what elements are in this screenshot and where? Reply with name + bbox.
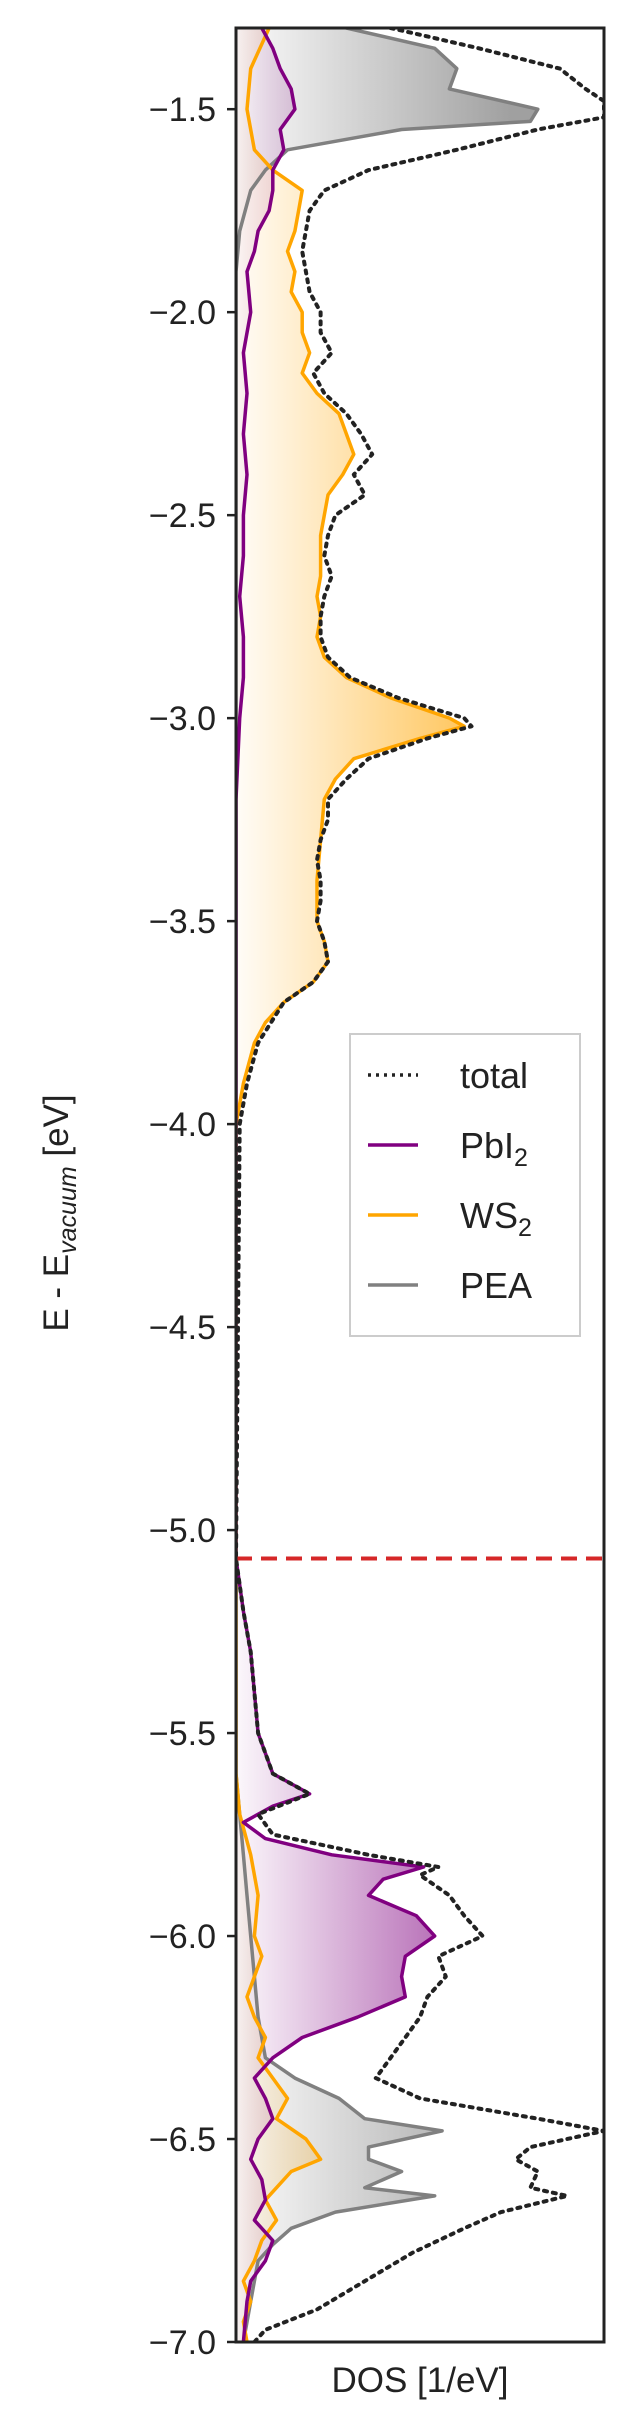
y-tick-label: −4.0 — [149, 1106, 216, 1144]
y-tick-label: −2.0 — [149, 294, 216, 332]
legend-label-ws2: WS2 — [460, 1195, 532, 1242]
series-line-total — [236, 28, 604, 2342]
y-tick-label: −6.0 — [149, 1918, 216, 1956]
y-tick-label: −6.5 — [149, 2121, 216, 2159]
y-tick-label: −7.0 — [149, 2324, 216, 2362]
y-axis-label: E - Evacuum [eV] — [37, 1094, 82, 1331]
y-tick-label: −3.5 — [149, 903, 216, 941]
series-line-ws2 — [236, 28, 466, 2342]
y-tick-label: −1.5 — [149, 91, 216, 129]
y-tick-label: −2.5 — [149, 497, 216, 535]
series-line-pbi2 — [236, 28, 437, 2342]
plot-frame — [234, 26, 606, 2344]
y-tick-label: −4.5 — [149, 1309, 216, 1347]
axes: −7.0 −6.5 −6.0 −5.5 −5.0 −4.5 −4.0 −3.5 −3.0 −2.5… — [37, 26, 606, 2400]
legend-label-pea: PEA — [460, 1265, 532, 1306]
legend-label-pbi2: PbI2 — [460, 1125, 528, 1172]
legend: total PbI2 WS2 PEA — [349, 1033, 581, 1337]
legend-label-total: total — [460, 1055, 528, 1096]
y-tick-label: −5.0 — [149, 1512, 216, 1550]
x-axis-label: DOS [1/eV] — [331, 2361, 508, 2400]
series-fill-pbi2 — [236, 28, 435, 2342]
y-tick-label: −3.0 — [149, 700, 216, 738]
series-fill-ws2 — [236, 28, 465, 2342]
y-tick-label: −5.5 — [149, 1715, 216, 1753]
plot-area — [236, 28, 604, 2342]
